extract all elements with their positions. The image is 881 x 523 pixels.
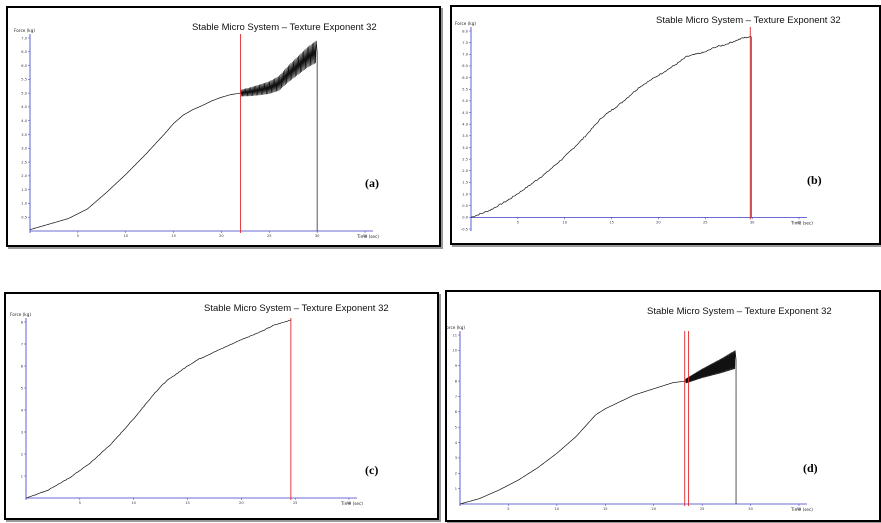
y-tick-label: 8 bbox=[21, 320, 24, 324]
y-tick-label: 11 bbox=[452, 333, 457, 337]
y-tick-label: 6.0 bbox=[21, 64, 27, 68]
y-tick-label: 0.5 bbox=[462, 204, 468, 208]
x-tick-label: 15 bbox=[185, 501, 190, 505]
y-tick-label: 3.0 bbox=[21, 147, 27, 151]
y-tick-label: 6.0 bbox=[462, 76, 468, 80]
y-tick-label: 8.0 bbox=[462, 29, 468, 33]
x-tick-label: 30 bbox=[750, 220, 755, 224]
x-tick-label: 10 bbox=[123, 234, 128, 238]
y-tick-label: 8 bbox=[455, 379, 458, 383]
y-tick-label: 2 bbox=[455, 472, 457, 476]
x-tick-label: 15 bbox=[171, 234, 176, 238]
x-tick-label: 20 bbox=[656, 220, 661, 224]
x-tick-label: 25 bbox=[703, 220, 708, 224]
x-tick-label: 5 bbox=[79, 501, 81, 505]
y-tick-label: 7.5 bbox=[462, 41, 468, 45]
y-tick-label: 0.0 bbox=[462, 216, 468, 220]
x-tick-label: 25 bbox=[267, 234, 272, 238]
data-line bbox=[460, 350, 736, 504]
y-tick-label: 2.0 bbox=[21, 174, 27, 178]
y-tick-label: 1.5 bbox=[21, 188, 27, 192]
x-tick-label: 20 bbox=[219, 234, 224, 238]
y-tick-label: 2 bbox=[21, 452, 23, 456]
y-tick-label: 3 bbox=[455, 456, 457, 460]
x-tick-label: 10 bbox=[562, 220, 567, 224]
y-tick-label: 0.5 bbox=[21, 216, 27, 220]
x-tick-label: 20 bbox=[239, 501, 244, 505]
y-tick-label: 3.5 bbox=[21, 133, 27, 137]
data-line bbox=[26, 320, 291, 498]
y-tick-label: 5 bbox=[21, 386, 23, 390]
x-tick-label: 5 bbox=[507, 507, 509, 511]
y-axis-title: Force (kg) bbox=[14, 28, 35, 33]
y-tick-label: 1.5 bbox=[462, 181, 468, 185]
y-axis-title: Force (kg) bbox=[10, 312, 31, 317]
y-axis-title: Force (kg) bbox=[455, 21, 476, 26]
y-tick-label: -0.5 bbox=[461, 227, 468, 231]
x-axis-title: Time (sec) bbox=[790, 507, 813, 512]
x-tick-label: 10 bbox=[555, 507, 560, 511]
y-tick-label: 4 bbox=[21, 408, 24, 412]
y-tick-label: 1 bbox=[21, 474, 23, 478]
y-axis-title: Force (kg) bbox=[445, 325, 465, 330]
chart-panel-d: Stable Micro System – Texture Exponent 3… bbox=[445, 290, 881, 522]
y-tick-label: 7.0 bbox=[462, 53, 468, 57]
x-axis-title: Time (sec) bbox=[790, 220, 813, 225]
y-tick-label: 1.0 bbox=[462, 192, 468, 196]
y-tick-label: 6.5 bbox=[462, 64, 468, 68]
y-tick-label: 4.0 bbox=[21, 119, 27, 123]
y-tick-label: 2.5 bbox=[462, 157, 468, 161]
chart-plot: 1 2 3 4 5 6 7 8 9 10 11 5 10 15 20 25 30 35 Force (kg) Time… bbox=[447, 292, 881, 522]
y-tick-label: 5.0 bbox=[21, 91, 27, 95]
x-tick-label: 5 bbox=[517, 220, 519, 224]
y-tick-label: 6.5 bbox=[21, 50, 27, 54]
y-tick-label: 1.0 bbox=[21, 202, 27, 206]
y-tick-label: 7 bbox=[455, 395, 457, 399]
y-tick-label: 4 bbox=[455, 441, 458, 445]
x-axis-title: Time (sec) bbox=[356, 234, 379, 239]
x-tick-label: 5 bbox=[77, 234, 79, 238]
x-tick-label: 25 bbox=[700, 507, 705, 511]
chart-panel-a: Stable Micro System – Texture Exponent 3… bbox=[6, 6, 441, 247]
y-tick-label: 6 bbox=[21, 364, 24, 368]
y-tick-label: 4.5 bbox=[21, 105, 27, 109]
chart-plot: -0.5 0.0 0.5 1.0 1.5 2.0 2.5 3.0 3.5 4.0 4.5 5.0 5.5… bbox=[452, 7, 881, 245]
x-tick-label: 15 bbox=[609, 220, 614, 224]
x-tick-label: 10 bbox=[131, 501, 136, 505]
y-tick-label: 5 bbox=[455, 425, 457, 429]
y-tick-label: 10 bbox=[452, 349, 457, 353]
chart-panel-b: Stable Micro System – Texture Exponent 3… bbox=[450, 5, 881, 245]
data-line bbox=[30, 41, 317, 231]
y-tick-label: 3 bbox=[21, 430, 23, 434]
y-tick-label: 3.5 bbox=[462, 134, 468, 138]
y-tick-label: 1 bbox=[455, 487, 457, 491]
y-tick-label: 7.0 bbox=[21, 36, 27, 40]
y-tick-label: 9 bbox=[455, 364, 458, 368]
x-tick-label: 25 bbox=[293, 501, 298, 505]
chart-plot: 0.5 1.0 1.5 2.0 2.5 3.0 3.5 4.0 4.5 5.0 5.5 6.0 6.5 7… bbox=[8, 8, 441, 247]
y-tick-label: 6 bbox=[455, 410, 458, 414]
y-tick-label: 2.5 bbox=[21, 160, 27, 164]
y-tick-label: 4.0 bbox=[462, 122, 468, 126]
x-tick-label: 20 bbox=[651, 507, 656, 511]
y-tick-label: 3.0 bbox=[462, 146, 468, 150]
chart-plot: 1 2 3 4 5 6 7 8 5 10 15 20 25 30 Force (kg) Time (sec) bbox=[6, 294, 439, 520]
y-tick-label: 5.0 bbox=[462, 99, 468, 103]
y-tick-label: 2.0 bbox=[462, 169, 468, 173]
y-tick-label: 4.5 bbox=[462, 111, 468, 115]
y-tick-label: 5.5 bbox=[21, 78, 27, 82]
x-tick-label: 15 bbox=[603, 507, 608, 511]
x-axis-title: Time (sec) bbox=[340, 501, 363, 506]
x-tick-label: 30 bbox=[748, 507, 753, 511]
x-tick-label: 30 bbox=[315, 234, 320, 238]
y-tick-label: 5.5 bbox=[462, 88, 468, 92]
chart-panel-c: Stable Micro System – Texture Exponent 3… bbox=[4, 292, 439, 520]
y-tick-label: 7 bbox=[21, 342, 23, 346]
data-line bbox=[471, 36, 751, 217]
